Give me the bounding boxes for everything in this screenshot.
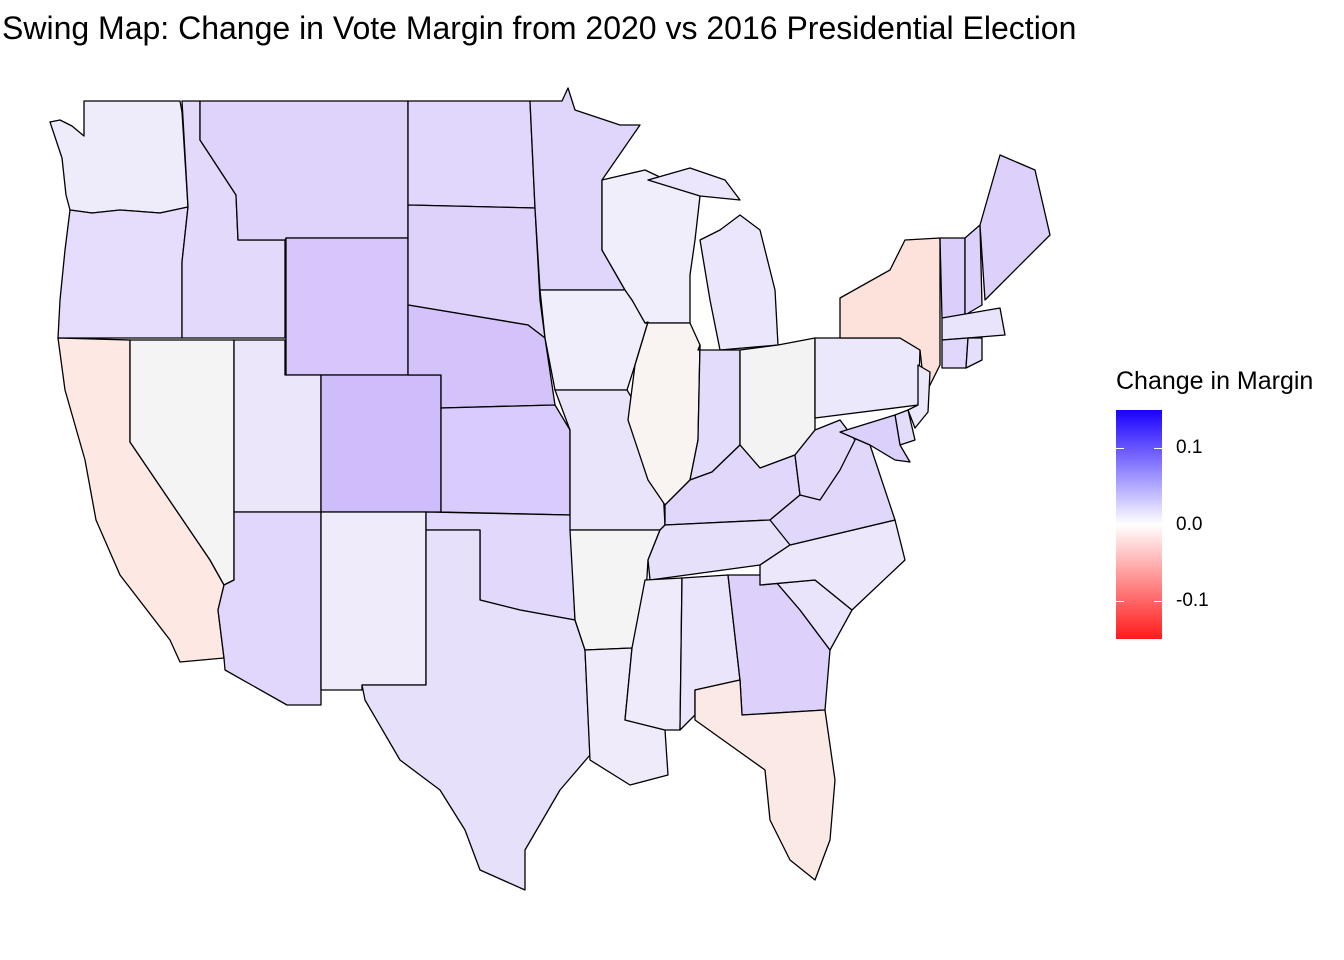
state-wv: [794, 419, 856, 501]
state-me: [979, 154, 1051, 301]
legend-tick-mark: [1154, 525, 1162, 526]
state-wa: [49, 100, 189, 214]
state-or: [57, 206, 189, 339]
state-fl: [694, 679, 836, 881]
state-ia: [539, 289, 649, 391]
legend-tick-label: 0.0: [1176, 514, 1203, 535]
state-vt: [939, 237, 966, 319]
state-mn: [529, 87, 641, 291]
state-nc: [759, 519, 906, 611]
state-ct: [941, 337, 969, 369]
state-ri: [965, 337, 983, 369]
state-ma: [941, 307, 1006, 341]
state-nj: [907, 364, 931, 429]
state-nm: [320, 511, 427, 691]
legend-tick-mark: [1154, 601, 1162, 602]
legend-tick-mark: [1116, 448, 1124, 449]
state-mi: [647, 167, 779, 351]
legend-tick-mark: [1116, 601, 1124, 602]
state-md: [839, 414, 911, 463]
state-nd: [407, 100, 536, 209]
state-az: [217, 511, 322, 706]
legend-title: Change in Margin: [1116, 367, 1314, 395]
state-ny: [839, 237, 941, 396]
state-tx: [361, 529, 591, 891]
state-nh: [964, 224, 983, 316]
map-title: Swing Map: Change in Vote Margin from 20…: [2, 10, 1077, 46]
legend-tick-mark: [1116, 525, 1124, 526]
legend-tick-label: -0.1: [1176, 590, 1209, 611]
state-pa: [814, 337, 921, 419]
state-co: [320, 374, 442, 513]
legend-tick-mark: [1154, 448, 1162, 449]
legend-tick-label: 0.1: [1176, 437, 1203, 458]
state-wy: [285, 237, 409, 376]
state-ks: [440, 404, 571, 516]
